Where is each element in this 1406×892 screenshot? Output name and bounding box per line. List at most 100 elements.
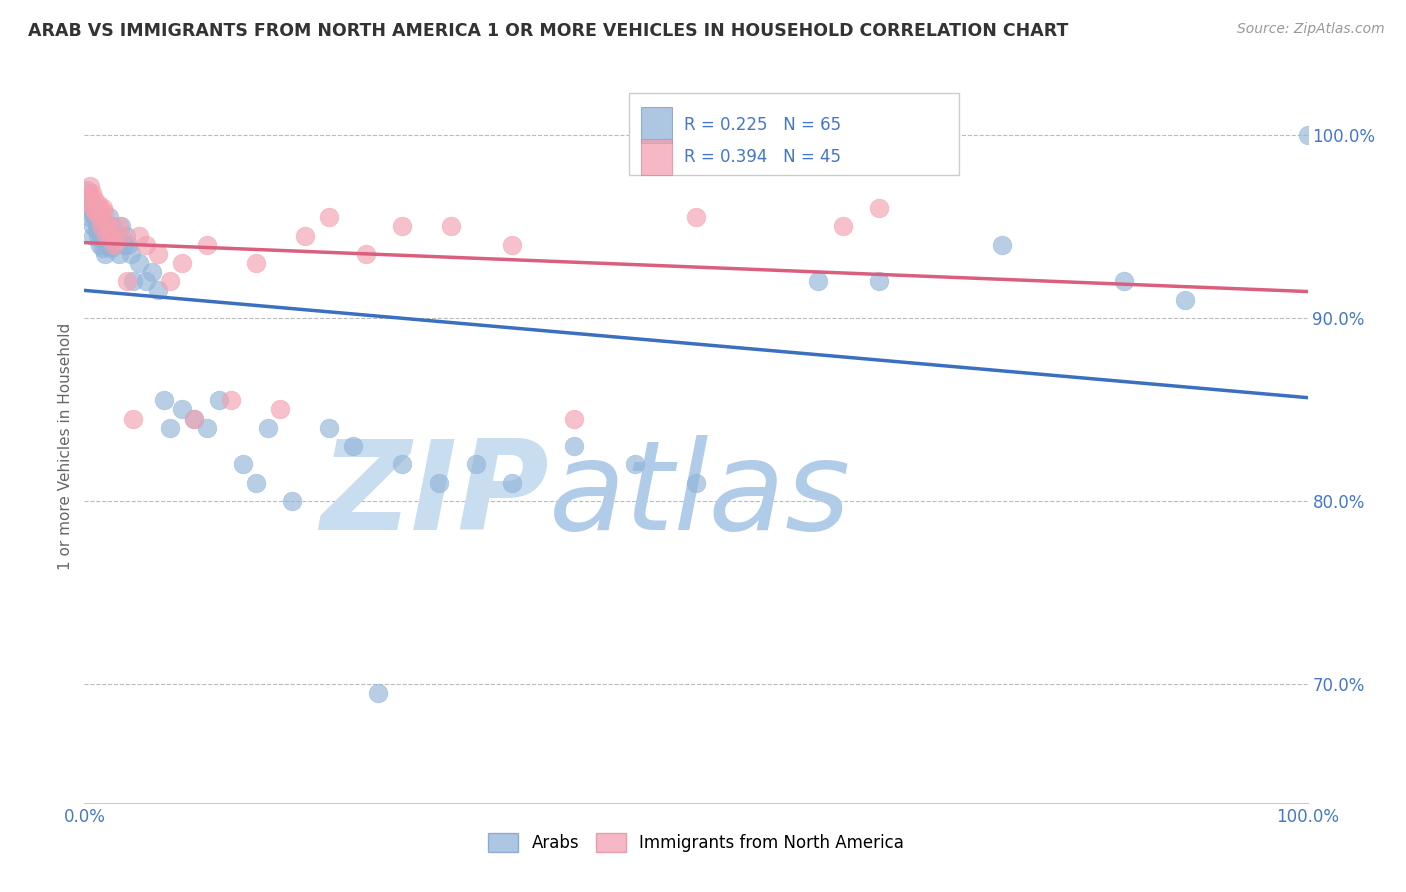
Point bbox=[104, 237, 127, 252]
Point bbox=[1114, 274, 1136, 288]
Point bbox=[112, 237, 135, 252]
Point bbox=[91, 241, 114, 255]
Point bbox=[115, 228, 138, 243]
Point bbox=[80, 186, 103, 201]
Point bbox=[96, 219, 118, 234]
Point bbox=[685, 475, 707, 490]
Bar bbox=[641, 107, 672, 143]
Point bbox=[76, 183, 98, 197]
Point bbox=[159, 420, 181, 434]
Point bbox=[807, 274, 830, 288]
Point bbox=[183, 411, 205, 425]
Point bbox=[77, 186, 100, 201]
Point bbox=[624, 458, 647, 472]
Point bbox=[83, 192, 105, 206]
Point bbox=[83, 201, 105, 215]
Point bbox=[1296, 128, 1319, 142]
Point bbox=[232, 458, 254, 472]
Point bbox=[120, 247, 142, 261]
Point bbox=[367, 686, 389, 700]
Text: ARAB VS IMMIGRANTS FROM NORTH AMERICA 1 OR MORE VEHICLES IN HOUSEHOLD CORRELATIO: ARAB VS IMMIGRANTS FROM NORTH AMERICA 1 … bbox=[28, 22, 1069, 40]
Point bbox=[96, 228, 118, 243]
Point bbox=[87, 197, 110, 211]
Y-axis label: 1 or more Vehicles in Household: 1 or more Vehicles in Household bbox=[58, 322, 73, 570]
Point bbox=[100, 228, 122, 243]
Point bbox=[89, 237, 111, 252]
Point bbox=[82, 228, 104, 243]
Point bbox=[86, 201, 108, 215]
Point bbox=[269, 402, 291, 417]
Point bbox=[1174, 293, 1197, 307]
Point bbox=[342, 439, 364, 453]
Point bbox=[464, 458, 486, 472]
Point bbox=[354, 247, 377, 261]
Point bbox=[391, 219, 413, 234]
Point bbox=[318, 211, 340, 225]
Point bbox=[502, 475, 524, 490]
Point bbox=[80, 197, 103, 211]
Point bbox=[77, 201, 100, 215]
Point bbox=[141, 265, 163, 279]
Point bbox=[97, 223, 120, 237]
Point bbox=[105, 234, 128, 248]
Point bbox=[103, 237, 125, 252]
Point bbox=[128, 256, 150, 270]
Point bbox=[89, 211, 111, 225]
Point bbox=[115, 274, 138, 288]
Point bbox=[101, 219, 124, 234]
Point bbox=[172, 402, 194, 417]
Point bbox=[110, 228, 132, 243]
Point bbox=[183, 411, 205, 425]
Text: atlas: atlas bbox=[550, 435, 851, 557]
Point bbox=[831, 219, 853, 234]
Point bbox=[117, 237, 139, 252]
Point bbox=[84, 204, 107, 219]
Point bbox=[82, 201, 104, 215]
Point bbox=[245, 256, 267, 270]
Point bbox=[245, 475, 267, 490]
Point bbox=[562, 439, 585, 453]
Point bbox=[77, 192, 100, 206]
Legend: Arabs, Immigrants from North America: Arabs, Immigrants from North America bbox=[481, 826, 911, 859]
Point bbox=[91, 201, 114, 215]
Bar bbox=[641, 139, 672, 175]
Point bbox=[257, 420, 280, 434]
Point bbox=[146, 284, 169, 298]
Point bbox=[93, 204, 115, 219]
Point bbox=[79, 179, 101, 194]
Point bbox=[122, 274, 145, 288]
Point bbox=[135, 237, 157, 252]
Point bbox=[77, 192, 100, 206]
Point bbox=[562, 411, 585, 425]
Point bbox=[79, 211, 101, 225]
Point bbox=[146, 247, 169, 261]
Point bbox=[219, 393, 242, 408]
Point bbox=[93, 234, 115, 248]
Point bbox=[128, 228, 150, 243]
Point bbox=[685, 211, 707, 225]
Point bbox=[318, 420, 340, 434]
Point bbox=[107, 219, 129, 234]
Point bbox=[991, 237, 1014, 252]
Point bbox=[172, 256, 194, 270]
Text: Source: ZipAtlas.com: Source: ZipAtlas.com bbox=[1237, 22, 1385, 37]
Point bbox=[195, 420, 218, 434]
Point bbox=[281, 494, 304, 508]
Point bbox=[82, 219, 104, 234]
Point bbox=[105, 228, 128, 243]
Point bbox=[94, 247, 117, 261]
Point bbox=[100, 241, 122, 255]
Point bbox=[502, 237, 524, 252]
Point bbox=[122, 411, 145, 425]
Point bbox=[90, 228, 112, 243]
Point bbox=[98, 228, 121, 243]
Text: R = 0.225   N = 65: R = 0.225 N = 65 bbox=[683, 116, 841, 134]
Bar bbox=[628, 93, 959, 175]
Point bbox=[79, 204, 101, 219]
Point bbox=[153, 393, 176, 408]
Point bbox=[86, 223, 108, 237]
Point bbox=[869, 274, 891, 288]
Point bbox=[87, 211, 110, 225]
Point bbox=[869, 201, 891, 215]
Point bbox=[195, 237, 218, 252]
